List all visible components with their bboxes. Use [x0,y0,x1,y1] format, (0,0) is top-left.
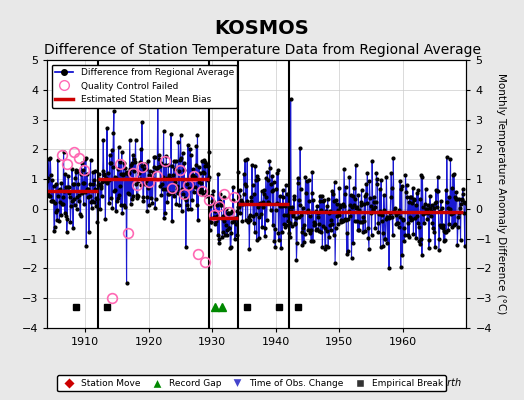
Y-axis label: Monthly Temperature Anomaly Difference (°C): Monthly Temperature Anomaly Difference (… [496,73,506,315]
Legend: Difference from Regional Average, Quality Control Failed, Estimated Station Mean: Difference from Regional Average, Qualit… [52,64,237,108]
Text: Difference of Station Temperature Data from Regional Average: Difference of Station Temperature Data f… [43,43,481,57]
Legend: Station Move, Record Gap, Time of Obs. Change, Empirical Break: Station Move, Record Gap, Time of Obs. C… [57,375,446,392]
Text: Berkeley Earth: Berkeley Earth [389,378,461,388]
Text: KOSMOS: KOSMOS [215,18,309,38]
